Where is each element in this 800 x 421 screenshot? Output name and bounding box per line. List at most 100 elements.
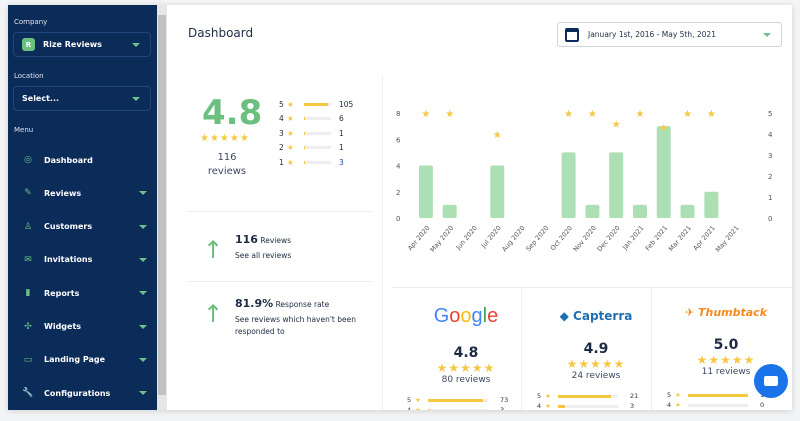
stat-label: Reviews (260, 236, 292, 245)
wrench-icon: 🔧 (22, 388, 34, 399)
chat-icon (764, 376, 778, 386)
stat-link[interactable]: See reviews which haven't been responded… (235, 315, 356, 336)
rating-star-point: ★ (588, 109, 597, 120)
site-card-capterra: ◆ Capterra 4.9 ★★★★★ 24 reviews (531, 305, 661, 381)
puzzle-icon: ✣ (24, 321, 32, 332)
star-icon: ★ (415, 406, 421, 410)
bar-chart-icon: ▮ (25, 288, 31, 299)
sidebar-item-label: Reviews (44, 188, 82, 198)
rating-star-point: ★ (445, 109, 454, 120)
x-tick: Aug 2020 (500, 224, 526, 253)
site-stars: ★★★★★ (436, 361, 496, 375)
distribution-bar (304, 102, 331, 106)
y-tick-left: 4 (396, 163, 401, 171)
bar (609, 152, 624, 218)
sidebar-item-dashboard[interactable]: ◎ Dashboard (8, 145, 157, 175)
distribution-row: 3 ★ 1 (279, 128, 344, 138)
rating-star-point: ★ (659, 123, 668, 134)
stat-value: 81.9% (235, 297, 274, 310)
sidebar-item-label: Widgets (44, 322, 82, 331)
app-window: Company R Rize Reviews Location Select..… (8, 5, 792, 410)
site-stars: ★★★★★ (566, 357, 626, 371)
sidebar-item-configurations[interactable]: 🔧 Configurations (8, 378, 157, 408)
bar (632, 204, 647, 218)
sidebar-item-widgets[interactable]: ✣ Widgets (8, 312, 157, 342)
company-badge: R (22, 38, 35, 51)
stat-link[interactable]: See all reviews (235, 251, 292, 260)
rating-star-point: ★ (635, 109, 644, 120)
distribution-bar (304, 117, 331, 121)
chevron-down-icon (132, 43, 140, 47)
company-select[interactable]: R Rize Reviews (13, 32, 151, 57)
bar (561, 152, 576, 218)
x-tick: Jan 2021 (620, 224, 645, 252)
site-distribution-row: 4 ★ 3 (537, 402, 635, 410)
rating-star-point: ★ (683, 109, 692, 120)
site-rating: 5.0 (713, 337, 739, 353)
up-arrow-icon: ↑ (203, 236, 224, 264)
rating-star-point: ★ (612, 120, 621, 131)
chevron-down-icon (139, 191, 147, 196)
x-tick: Sep 2020 (524, 224, 550, 253)
distribution-row: 1 ★ 3 (279, 157, 344, 167)
sidebar-item-label: Reports (44, 288, 80, 298)
site-rating: 4.8 (453, 345, 479, 361)
x-tick: Oct 2020 (549, 224, 574, 252)
google-logo: Google (433, 305, 499, 327)
review-count-label: reviews (207, 166, 247, 177)
x-tick: Jul 2020 (479, 224, 503, 250)
site-review-count[interactable]: 80 reviews (441, 375, 491, 385)
calendar-icon (565, 28, 579, 42)
site-review-count[interactable]: 11 reviews (701, 367, 751, 377)
site-distribution-row: 5★11 (667, 390, 768, 400)
x-tick: May 2021 (714, 224, 741, 254)
dashboard-icon: ◎ (24, 155, 32, 165)
sidebar-item-label: Dashboard (44, 155, 93, 165)
sidebar-item-label: Landing Page (44, 355, 106, 365)
chevron-down-icon (139, 357, 147, 362)
pencil-icon: ✎ (24, 188, 32, 199)
site-distribution-row: 4 ★ 0 (667, 401, 765, 409)
sidebar-item-reviews[interactable]: ✎ Reviews (8, 178, 157, 208)
bar (442, 204, 457, 218)
sidebar-item-invitations[interactable]: ✉ Invitations (8, 245, 157, 275)
chevron-down-icon (139, 391, 147, 396)
up-arrow-icon: ↑ (203, 300, 224, 328)
sidebar-item-reports[interactable]: ▮ Reports (8, 278, 157, 308)
y-tick-right: 0 (768, 215, 772, 223)
y-tick-right: 3 (768, 152, 772, 160)
company-value: Rize Reviews (43, 40, 102, 49)
menu-label: Menu (14, 126, 34, 134)
x-tick: Mar 2021 (667, 224, 693, 253)
star-icon: ★ (287, 128, 294, 138)
y-tick-left: 8 (396, 110, 400, 118)
y-tick-right: 5 (768, 110, 772, 118)
x-tick: Feb 2021 (644, 224, 669, 252)
user-icon: ♙ (23, 221, 33, 232)
chat-button[interactable] (754, 364, 788, 398)
x-tick: May 2020 (428, 224, 455, 254)
rating-stars: ★★★★★ (200, 133, 250, 144)
star-icon: ★ (287, 143, 294, 153)
y-tick-left: 0 (396, 215, 400, 223)
chevron-down-icon (763, 33, 771, 37)
capterra-logo: ◆ Capterra (559, 309, 633, 323)
envelope-icon: ✉ (24, 254, 32, 265)
site-review-count[interactable]: 24 reviews (571, 371, 621, 381)
site-distribution-row: 5 ★ 21 (537, 392, 639, 400)
site-card-google: Google 4.8 ★★★★★ 80 reviews (401, 305, 531, 385)
x-tick: Nov 2020 (572, 224, 598, 253)
location-select[interactable]: Select... (13, 86, 151, 111)
sidebar-scrollbar[interactable] (157, 5, 167, 410)
rating-star-point: ★ (564, 109, 573, 120)
sidebar-item-customers[interactable]: ♙ Customers (8, 212, 157, 242)
stat-value: 116 (235, 233, 258, 246)
x-tick: Apr 2021 (692, 224, 717, 252)
sidebar-item-landing-page[interactable]: ▭ Landing Page (8, 345, 157, 375)
page-title: Dashboard (188, 26, 254, 40)
date-range-picker[interactable]: January 1st, 2016 - May 5th, 2021 (557, 22, 782, 47)
star-icon: ★ (675, 391, 681, 399)
reviews-chart: 0 2 4 6 8 0 1 2 3 4 5 ★ Apr 2020 ★ May 2020 Jun 2020 ★ Ju… (396, 109, 773, 254)
x-tick: Dec 2020 (596, 224, 622, 253)
browser-icon: ▭ (23, 354, 33, 365)
